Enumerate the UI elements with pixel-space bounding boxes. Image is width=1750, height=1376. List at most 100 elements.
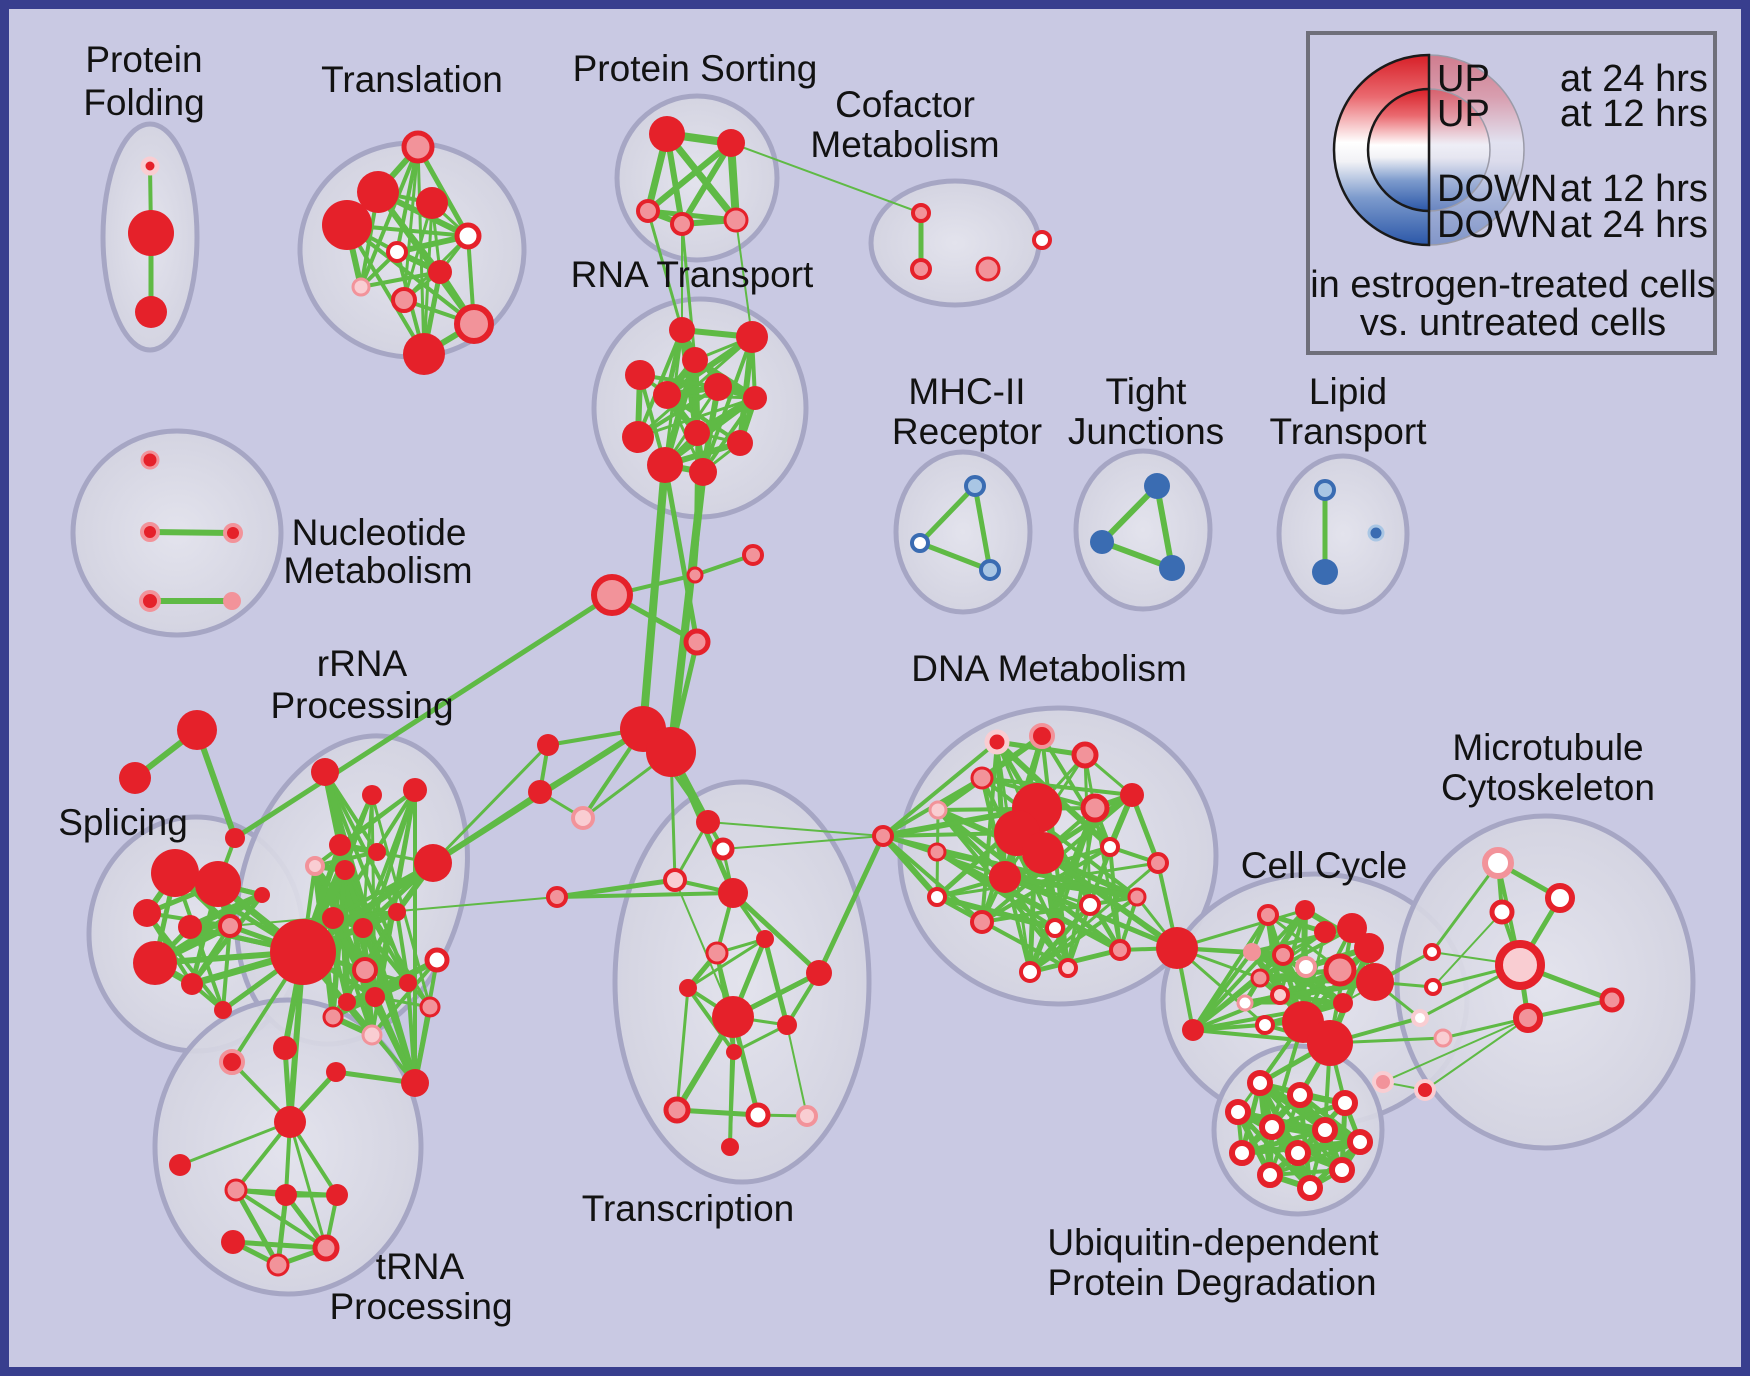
legend-term: DOWN (1437, 168, 1557, 210)
cluster-label: Receptor (892, 411, 1042, 452)
gene-node (591, 574, 633, 616)
gene-node (756, 930, 774, 948)
legend-time: at 24 hrs (1560, 204, 1708, 246)
gene-node (653, 381, 681, 409)
gene-node (704, 373, 732, 401)
interaction-edge (370, 958, 439, 1037)
gene-node (1545, 883, 1575, 913)
interaction-edge (679, 140, 734, 227)
gene-node (1090, 530, 1114, 554)
interaction-edge (1382, 1017, 1529, 1083)
gene-node (636, 199, 660, 223)
gene-node (1243, 943, 1261, 961)
gene-node (326, 1184, 348, 1206)
legend-caption: vs. untreated cells (1360, 302, 1666, 344)
interaction-edge (636, 396, 757, 439)
cluster-label: Junctions (1068, 411, 1224, 452)
gene-node (743, 386, 767, 410)
gene-node (1314, 479, 1336, 501)
gene-node (696, 810, 720, 834)
gene-node (368, 843, 386, 861)
gene-node (1333, 993, 1353, 1013)
gene-node (1257, 1162, 1283, 1188)
legend-inner-left-half-icon (1366, 87, 1431, 213)
gene-node (1080, 793, 1110, 823)
gene-node (1495, 940, 1545, 990)
gene-node (1372, 1071, 1394, 1093)
interaction-edge (935, 861, 1160, 899)
gene-node (1225, 1099, 1251, 1125)
interaction-edge (345, 223, 476, 326)
interaction-edge (686, 986, 736, 1054)
gene-node (911, 203, 931, 223)
gene-node (546, 886, 568, 908)
gene-node (683, 628, 711, 656)
interaction-edge (667, 468, 707, 756)
cluster-ellipse-mhc-ii-receptor (893, 449, 1033, 615)
gene-node (670, 212, 694, 236)
gene-node (723, 207, 749, 233)
interaction-edge (1175, 908, 1307, 950)
interaction-edge (934, 849, 1123, 953)
cluster-label: MHC-II (908, 371, 1025, 412)
gene-node (1337, 913, 1367, 943)
interaction-edge (1430, 861, 1500, 954)
gene-node (169, 1154, 191, 1176)
gene-node (1354, 933, 1384, 963)
gene-node (964, 475, 986, 497)
gene-node (1182, 1019, 1204, 1041)
gene-node (322, 200, 372, 250)
cluster-label: Cofactor (835, 84, 975, 125)
gene-node (1433, 1028, 1453, 1048)
interaction-edge (431, 790, 542, 865)
gene-node (1032, 230, 1052, 250)
legend-time: at 12 hrs (1560, 168, 1708, 210)
gene-node (1295, 900, 1315, 920)
gene-node (403, 333, 445, 375)
gene-nodes (119, 116, 1625, 1277)
cluster-label: tRNA (376, 1246, 465, 1287)
gene-node (1332, 1090, 1358, 1116)
gene-node (1079, 894, 1101, 916)
gene-node (1312, 559, 1338, 585)
cluster-label: Nucleotide (292, 512, 467, 553)
gene-node (338, 993, 356, 1011)
gene-node (1022, 832, 1064, 874)
interaction-edge (345, 1000, 417, 1085)
gene-node (223, 592, 241, 610)
interaction-edge (645, 140, 734, 214)
cluster-label: Tight (1106, 371, 1188, 412)
interaction-edge (1258, 926, 1354, 980)
gene-node (1100, 837, 1120, 857)
gene-node (1423, 943, 1441, 961)
cluster-label: DNA Metabolism (911, 648, 1187, 689)
gene-node (625, 360, 655, 390)
gene-node (140, 156, 160, 176)
gene-node (365, 987, 385, 1007)
gene-node (1270, 985, 1290, 1005)
gene-node (401, 1069, 429, 1097)
interaction-edge (1424, 1017, 1529, 1091)
gene-node (140, 450, 160, 470)
gene-node (140, 522, 160, 542)
gene-node (1347, 1129, 1373, 1155)
interaction-edge (402, 201, 434, 302)
gene-node (133, 899, 161, 927)
gene-node (352, 957, 378, 983)
gene-node (218, 914, 242, 938)
gene-node (1414, 1079, 1436, 1101)
legend-caption: in estrogen-treated cells (1310, 264, 1716, 306)
cluster-label: Cell Cycle (1241, 845, 1408, 886)
gene-node (726, 1044, 742, 1060)
interaction-edge (288, 1120, 328, 1250)
gene-node (872, 825, 894, 847)
cluster-label: Protein (85, 39, 202, 80)
gene-node (727, 430, 753, 456)
cluster-ellipse-microtubule-cytoskeleton (1394, 813, 1696, 1151)
cluster-label: Protein Degradation (1047, 1262, 1376, 1303)
gene-node (928, 800, 948, 820)
gene-node (329, 834, 351, 856)
gene-node (221, 1230, 245, 1254)
gene-node (1312, 1117, 1338, 1143)
